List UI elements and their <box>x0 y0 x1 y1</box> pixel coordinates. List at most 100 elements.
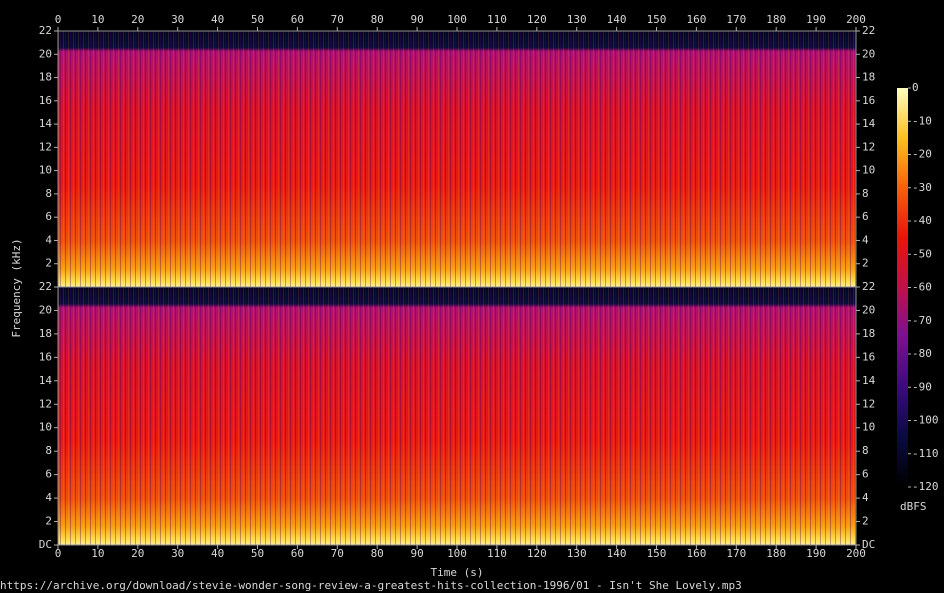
x-tick-label: 20 <box>131 13 144 26</box>
y-tick-label: 2 <box>45 257 52 270</box>
y-tick-label: 12 <box>862 140 875 153</box>
x-tick-label: 180 <box>766 547 786 560</box>
y-tick-label: 22 <box>39 280 52 293</box>
x-tick-label: 140 <box>607 547 627 560</box>
y-tick-label: 18 <box>862 71 875 84</box>
x-tick-label: 60 <box>291 547 304 560</box>
y-tick-label: 6 <box>45 210 52 223</box>
x-tick-label: 100 <box>447 547 467 560</box>
y-tick-label: 20 <box>862 303 875 316</box>
x-tick-label: 200 <box>846 13 866 26</box>
colorbar-tick-label: -90 <box>912 380 932 393</box>
x-tick-label: 80 <box>371 13 384 26</box>
y-tick-label: DC <box>862 538 875 551</box>
colorbar-tick-label: -40 <box>912 214 932 227</box>
y-tick-label: 20 <box>862 47 875 60</box>
y-tick-label: 4 <box>45 491 52 504</box>
colorbar-tick-label: 0 <box>912 81 919 94</box>
y-tick-label: 10 <box>862 164 875 177</box>
x-tick-label: 160 <box>686 547 706 560</box>
colorbar-tick-label: -80 <box>912 347 932 360</box>
x-tick-label: 50 <box>251 13 264 26</box>
colorbar-tick-label: -110 <box>912 447 939 460</box>
y-tick-label: 10 <box>39 421 52 434</box>
x-tick-label: 60 <box>291 13 304 26</box>
x-tick-label: 190 <box>806 547 826 560</box>
x-tick-label: 180 <box>766 13 786 26</box>
x-tick-label: 140 <box>607 13 627 26</box>
y-tick-label: 6 <box>862 468 869 481</box>
colorbar-tick-label: -20 <box>912 148 932 161</box>
y-tick-label: 2 <box>45 515 52 528</box>
y-tick-label: 14 <box>862 117 876 130</box>
colorbar-tick-label: -30 <box>912 181 932 194</box>
y-tick-label: 4 <box>45 233 52 246</box>
y-tick-label: 8 <box>862 444 869 457</box>
y-tick-label: 22 <box>862 280 875 293</box>
x-tick-label: 0 <box>55 547 62 560</box>
x-tick-label: 200 <box>846 547 866 560</box>
x-tick-label: 190 <box>806 13 826 26</box>
x-tick-label: 80 <box>371 547 384 560</box>
y-tick-label: 20 <box>39 303 52 316</box>
y-tick-label: 14 <box>39 117 53 130</box>
colorbar-label: dBFS <box>900 500 927 513</box>
y-tick-label: 12 <box>39 397 52 410</box>
x-tick-label: 150 <box>647 13 667 26</box>
y-tick-label: 22 <box>862 24 875 37</box>
y-tick-label: 4 <box>862 491 869 504</box>
y-tick-label: 12 <box>39 140 52 153</box>
spectrogram-texture <box>58 31 856 287</box>
y-tick-label: 8 <box>862 187 869 200</box>
colorbar <box>897 88 908 487</box>
y-tick-label: 6 <box>862 210 869 223</box>
y-tick-label: 10 <box>39 164 52 177</box>
colorbar-tick-label: -60 <box>912 281 932 294</box>
x-tick-label: 50 <box>251 547 264 560</box>
y-tick-label: 16 <box>39 350 52 363</box>
x-tick-label: 170 <box>726 547 746 560</box>
y-tick-label: DC <box>39 538 52 551</box>
x-tick-label: 10 <box>91 13 104 26</box>
x-tick-label: 30 <box>171 13 184 26</box>
x-tick-label: 90 <box>410 547 423 560</box>
y-tick-label: 14 <box>862 374 876 387</box>
x-axis-label: Time (s) <box>431 566 484 579</box>
x-tick-label: 120 <box>527 13 547 26</box>
colorbar-tick-label: -100 <box>912 414 939 427</box>
x-tick-label: 110 <box>487 547 507 560</box>
x-tick-label: 90 <box>410 13 423 26</box>
y-tick-label: 4 <box>862 233 869 246</box>
x-tick-label: 30 <box>171 547 184 560</box>
y-tick-label: 16 <box>39 94 52 107</box>
x-tick-label: 170 <box>726 13 746 26</box>
x-tick-label: 70 <box>331 547 344 560</box>
y-tick-label: 14 <box>39 374 53 387</box>
y-tick-label: 12 <box>862 397 875 410</box>
x-tick-label: 130 <box>567 13 587 26</box>
colorbar-tick-label: -50 <box>912 247 932 260</box>
x-tick-label: 130 <box>567 547 587 560</box>
y-tick-label: 8 <box>45 187 52 200</box>
x-tick-label: 40 <box>211 13 224 26</box>
x-tick-label: 100 <box>447 13 467 26</box>
y-axis-label: Frequency (kHz) <box>10 238 23 337</box>
y-tick-label: 18 <box>39 327 52 340</box>
y-tick-label: 10 <box>862 421 875 434</box>
y-tick-label: 16 <box>862 350 875 363</box>
x-tick-label: 20 <box>131 547 144 560</box>
y-tick-label: 2 <box>862 515 869 528</box>
colorbar-tick-label: -120 <box>912 480 939 493</box>
x-tick-label: 120 <box>527 547 547 560</box>
x-tick-label: 70 <box>331 13 344 26</box>
y-tick-label: 18 <box>862 327 875 340</box>
y-tick-label: 18 <box>39 71 52 84</box>
y-tick-label: 2 <box>862 257 869 270</box>
x-tick-label: 10 <box>91 547 104 560</box>
x-tick-label: 110 <box>487 13 507 26</box>
x-tick-label: 150 <box>647 547 667 560</box>
y-tick-label: 16 <box>862 94 875 107</box>
x-tick-label: 40 <box>211 547 224 560</box>
